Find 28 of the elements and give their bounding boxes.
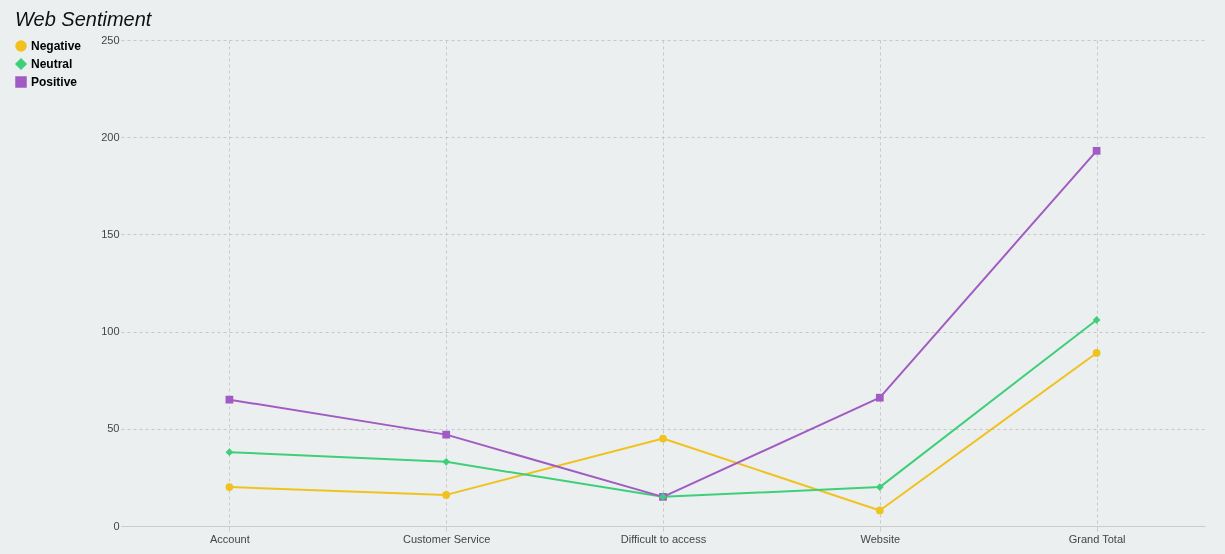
x-tick-label: Account bbox=[210, 532, 250, 545]
y-tick-label: 50 bbox=[107, 422, 120, 435]
legend-label: Neutral bbox=[31, 57, 73, 71]
x-tick-label: Customer Service bbox=[402, 532, 491, 545]
point bbox=[225, 395, 234, 404]
x-tick-label: Website bbox=[860, 532, 901, 545]
point bbox=[875, 483, 884, 491]
x-tick-label: Grand Total bbox=[1068, 532, 1126, 545]
point bbox=[659, 434, 667, 443]
legend-label: Positive bbox=[31, 75, 78, 89]
y-tick-label: 250 bbox=[101, 33, 120, 46]
point bbox=[1092, 349, 1101, 357]
point bbox=[1092, 146, 1101, 155]
point bbox=[225, 483, 234, 491]
point bbox=[875, 393, 884, 402]
y-tick-label: 150 bbox=[101, 227, 120, 240]
point bbox=[225, 448, 234, 456]
y-tick-label: 200 bbox=[101, 130, 120, 143]
point bbox=[442, 491, 451, 499]
point bbox=[1092, 316, 1101, 324]
x-tick-label: Difficult to access bbox=[620, 532, 707, 545]
point bbox=[442, 430, 451, 439]
y-tick-label: 100 bbox=[101, 325, 120, 338]
y-tick-label: 0 bbox=[113, 519, 120, 532]
legend-label: Negative bbox=[31, 39, 82, 53]
point bbox=[442, 457, 451, 466]
chart-title: Web Sentiment bbox=[15, 8, 153, 30]
point bbox=[875, 506, 884, 515]
